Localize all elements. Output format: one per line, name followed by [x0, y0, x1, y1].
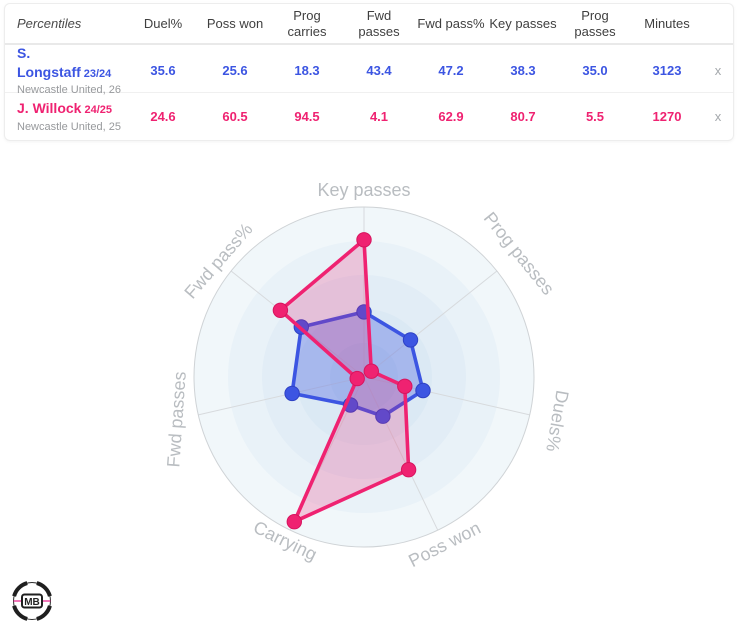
axis-label-duels: Duels%: [542, 389, 572, 454]
marker-j-willock-24-25-fwd-passes[interactable]: [349, 370, 365, 387]
stat-value-key-passes: 38.3: [510, 63, 536, 79]
column-header-poss-won: Poss won: [206, 15, 264, 31]
player-cell: J. Willock 24/25 Newcastle United, 25: [5, 100, 127, 133]
series-polygon-s-longstaff-23-24: [290, 310, 425, 418]
stat-value-fwd-pass: 62.9: [438, 109, 464, 125]
radar-spoke-poss-won: [363, 376, 439, 531]
stat-value-poss-won: 60.5: [222, 109, 248, 125]
stat-value-fwd-passes: 43.4: [366, 63, 392, 79]
axis-label-fwd-passes: Fwd passes: [163, 371, 190, 468]
stat-value-duel: 35.6: [150, 63, 176, 79]
player-name: S. Longstaff: [17, 45, 81, 80]
radar-spoke-duels: [363, 376, 530, 416]
player-name-line: S. Longstaff 23/24: [17, 45, 127, 82]
radar-outer-circle: [193, 206, 535, 548]
player-row-j-willock[interactable]: J. Willock 24/25 Newcastle United, 25 24.6 6…: [5, 92, 733, 140]
stat-value-key-passes: 80.7: [510, 109, 536, 125]
column-header-fwd-pass: Fwd pass%: [417, 15, 485, 31]
marker-s-longstaff-23-24-prog-passes[interactable]: [402, 332, 419, 348]
player-subtext: Newcastle United, 26: [17, 83, 121, 96]
player-season: 24/25: [84, 104, 112, 117]
logo-arc-icon: [36, 581, 52, 597]
stat-value-prog-passes: 35.0: [582, 63, 608, 79]
logo-arc-icon: [12, 605, 28, 621]
stat-value-prog-passes: 5.5: [585, 109, 605, 125]
column-header-prog-carries: Prog carries: [287, 8, 327, 39]
stat-value-fwd-passes: 4.1: [369, 109, 389, 125]
marker-j-willock-24-25-key-passes[interactable]: [356, 232, 372, 248]
radar-spoke-prog-passes: [363, 270, 498, 378]
stat-value-prog-carries: 94.5: [294, 109, 320, 125]
table-body: S. Longstaff 23/24 Newcastle United, 26 35.…: [5, 45, 733, 140]
stat-value-duel: 24.6: [150, 109, 176, 125]
column-header-duel: Duel%: [143, 15, 183, 31]
marker-j-willock-24-25-prog-passes[interactable]: [363, 363, 379, 379]
axis-label-key-passes: Key passes: [317, 180, 410, 200]
player-row-s-longstaff[interactable]: S. Longstaff 23/24 Newcastle United, 26 35.…: [5, 45, 733, 96]
radar-spoke-fwd-passes: [198, 376, 365, 416]
marker-j-willock-24-25-duels[interactable]: [397, 378, 413, 394]
percentiles-table-card: Percentiles Duel% Poss won Prog carries Fwd …: [4, 3, 734, 142]
marker-s-longstaff-23-24-duels[interactable]: [415, 382, 431, 399]
logo-arc-icon: [12, 581, 28, 597]
player-season: 23/24: [83, 67, 112, 80]
marker-s-longstaff-23-24-fwd-passes[interactable]: [284, 385, 300, 402]
marker-j-willock-24-25-carrying[interactable]: [286, 514, 302, 530]
column-header-prog-passes: Prog passes: [574, 8, 616, 39]
stat-value-minutes: 1270: [652, 109, 682, 125]
player-name-line: J. Willock 24/25: [17, 100, 127, 118]
column-header-key-passes: Key passes: [489, 15, 557, 31]
marker-j-willock-24-25-poss-won[interactable]: [400, 462, 417, 478]
table-header-row: Percentiles Duel% Poss won Prog carries Fwd …: [5, 4, 733, 46]
player-cell: S. Longstaff 23/24 Newcastle United, 26: [5, 45, 127, 96]
corner-label-percentiles: Percentiles: [17, 15, 82, 31]
logo-arc-icon: [36, 605, 52, 621]
column-header-fwd-passes: Fwd passes: [358, 8, 400, 39]
column-header-minutes: Minutes: [644, 15, 690, 31]
marker-s-longstaff-23-24-poss-won[interactable]: [375, 408, 391, 424]
stat-value-fwd-pass: 47.2: [438, 63, 464, 79]
logo-badge: [21, 593, 43, 609]
logo-text: MB: [24, 597, 40, 608]
player-name: J. Willock: [17, 100, 82, 117]
stat-value-minutes: 3123: [652, 63, 682, 79]
stat-value-prog-carries: 18.3: [294, 63, 320, 79]
datamb-logo: MB: [12, 581, 52, 621]
remove-player-button[interactable]: x: [714, 63, 722, 79]
stat-value-poss-won: 25.6: [222, 63, 248, 79]
player-subtext: Newcastle United, 25: [17, 120, 121, 133]
remove-player-button[interactable]: x: [714, 109, 722, 125]
marker-j-willock-24-25-fwd-pass[interactable]: [272, 302, 289, 318]
